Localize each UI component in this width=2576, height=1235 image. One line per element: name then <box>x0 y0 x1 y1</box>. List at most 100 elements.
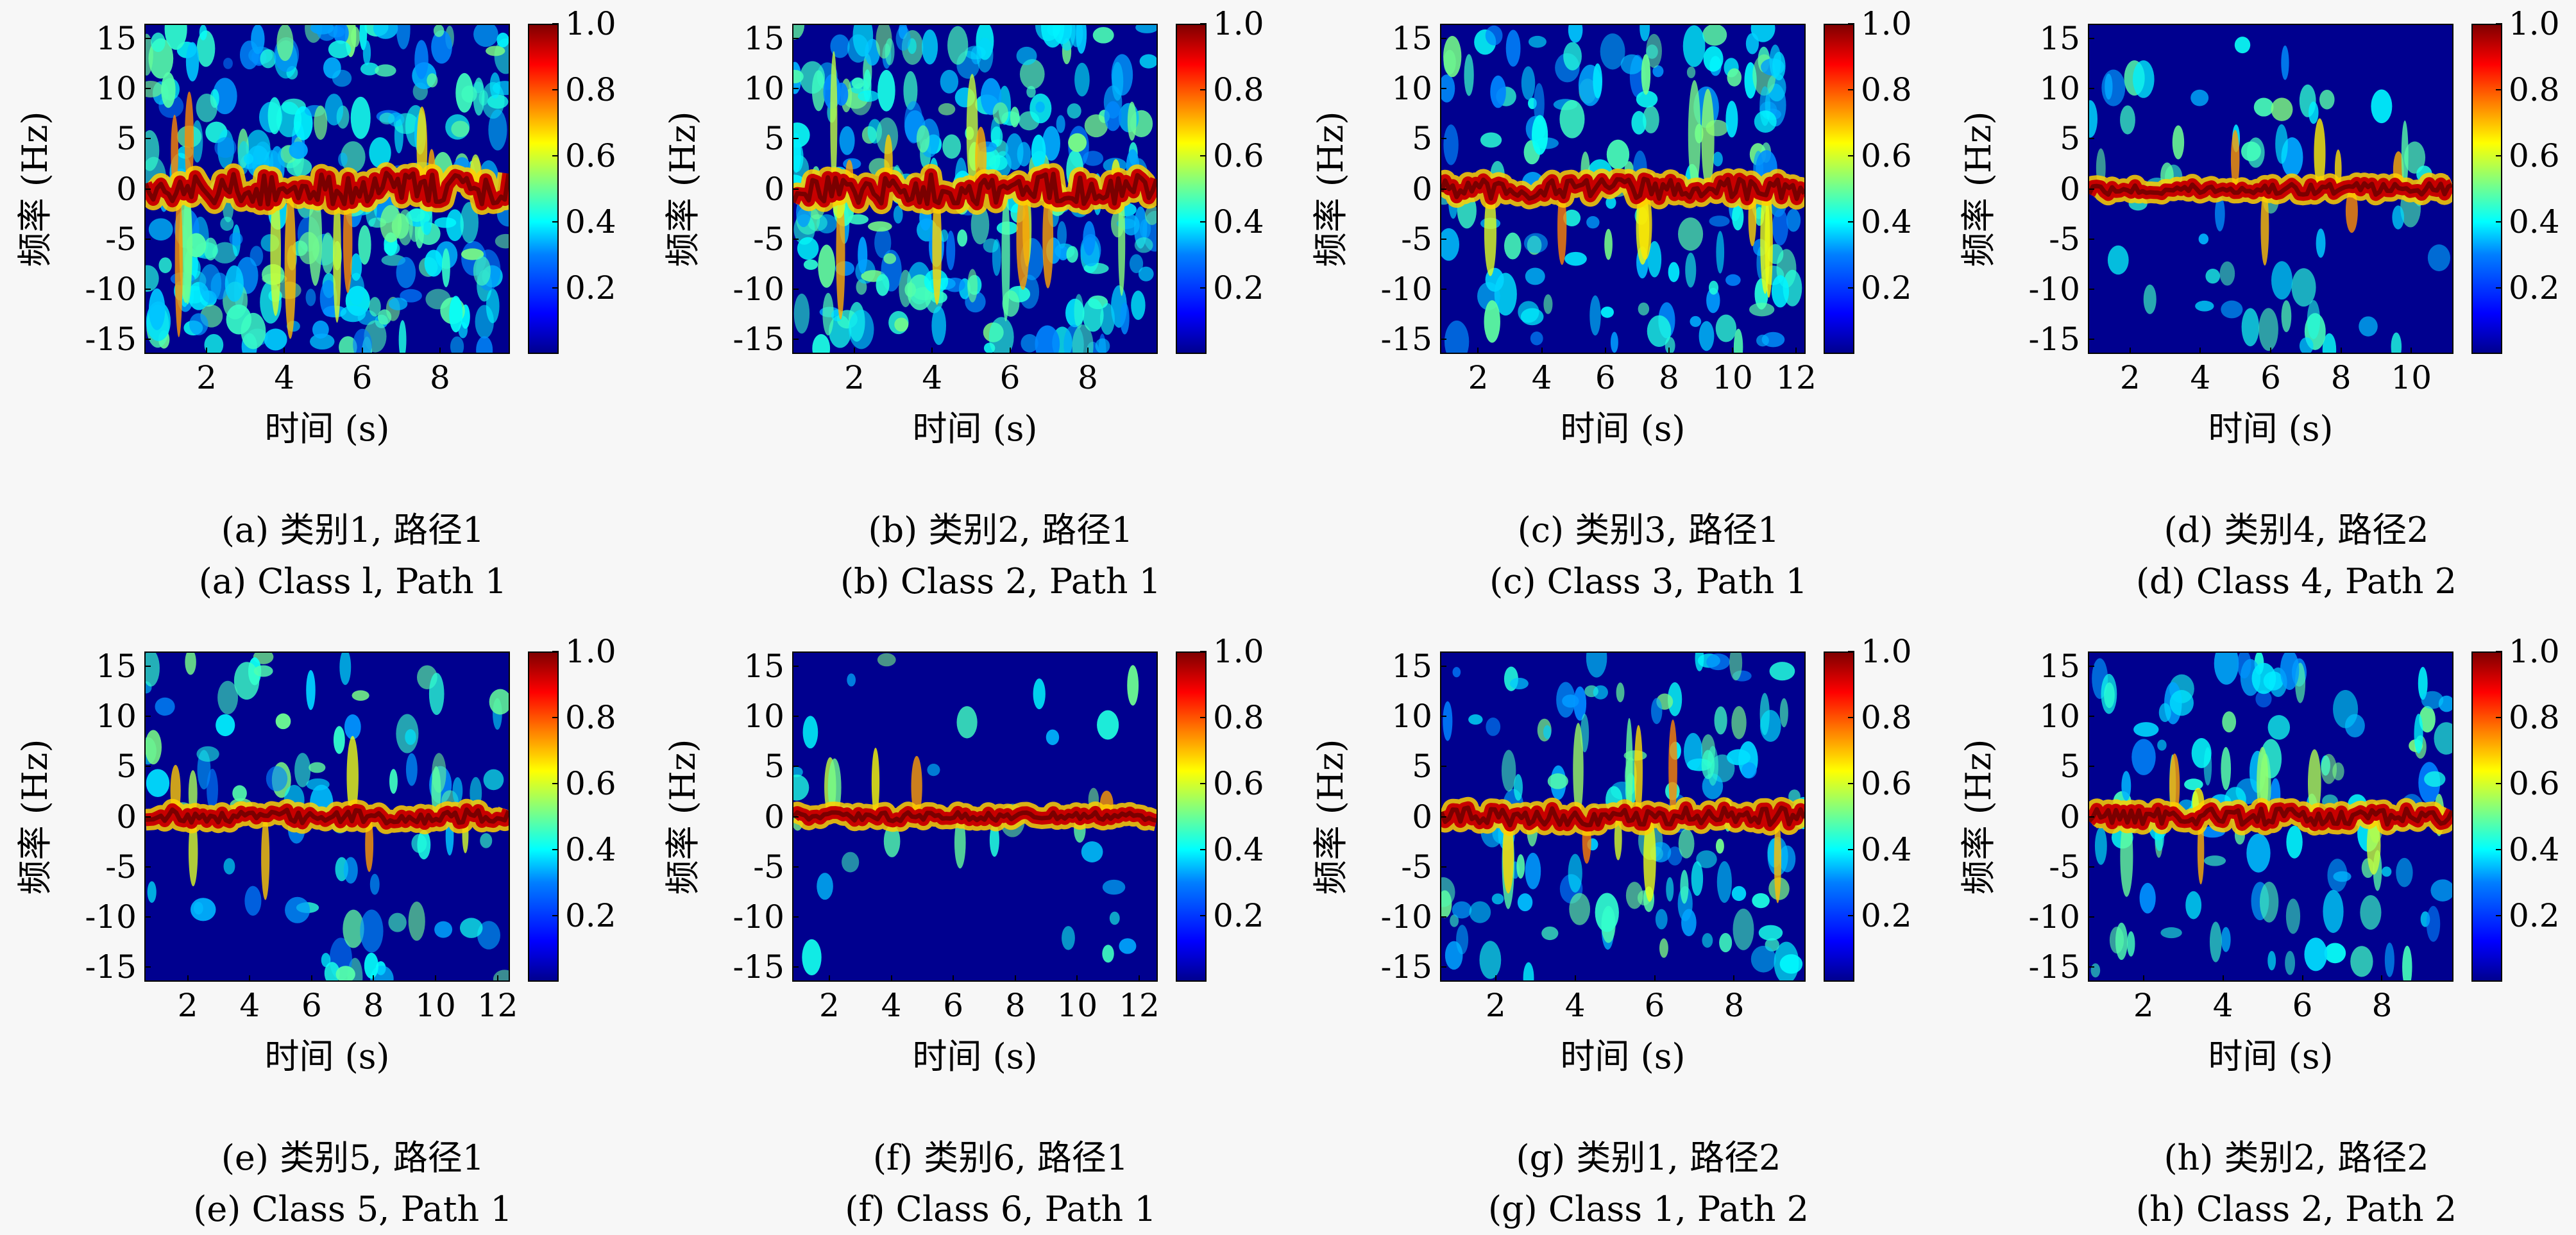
spectral-energy-blob <box>2241 308 2260 347</box>
colorbar-tick <box>552 155 559 156</box>
x-tick-label: 12 <box>1119 987 1160 1024</box>
spectral-energy-blob <box>1652 65 1664 78</box>
x-tick-label: 4 <box>274 359 295 396</box>
spectral-energy-blob <box>946 230 956 271</box>
spectral-energy-blob <box>903 71 918 110</box>
colorbar-tick <box>1200 155 1207 156</box>
spectral-energy-blob <box>1547 773 1568 789</box>
caption-english: (f) Class 6, Path 1 <box>845 1189 1157 1229</box>
spectral-energy-blob <box>473 25 498 47</box>
spectral-energy-blob <box>338 152 348 167</box>
spectral-energy-blob <box>427 73 438 88</box>
colorbar-tick-label: 0.6 <box>2509 765 2560 802</box>
spectral-energy-blob <box>847 673 856 687</box>
spectral-energy-blob <box>1109 911 1120 925</box>
spectral-energy-blob <box>883 825 901 857</box>
spectral-energy-blob <box>839 126 855 155</box>
y-tick-label: -5 <box>2049 220 2080 258</box>
spectral-energy-blob <box>1092 27 1114 44</box>
spectral-energy-blob <box>1706 287 1720 314</box>
caption-chinese: (f) 类别6, 路径1 <box>872 1138 1129 1178</box>
spectral-energy-blob <box>1620 54 1643 74</box>
spectral-energy-blob <box>876 117 899 155</box>
colorbar-tick-label: 1.0 <box>565 633 616 670</box>
spectral-energy-blob <box>2392 205 2405 230</box>
spectral-energy-blob <box>411 834 427 853</box>
spectral-energy-blob <box>388 297 408 310</box>
spectral-energy-blob <box>1563 209 1581 227</box>
spectral-energy-blob <box>350 96 371 139</box>
spectral-energy-blob <box>1523 962 1534 980</box>
y-tick-label: 10 <box>96 70 137 108</box>
x-tick <box>439 348 441 354</box>
y-tick <box>144 238 151 240</box>
spectral-energy-blob <box>358 225 371 265</box>
spectral-energy-blob <box>2382 866 2392 877</box>
spectral-energy-blob <box>2169 690 2194 716</box>
spectral-energy-blob <box>352 690 369 701</box>
colorbar-tick <box>2496 221 2502 223</box>
spectral-energy-blob <box>1659 938 1668 958</box>
x-tick-label: 4 <box>2190 359 2211 396</box>
colorbar-tick-label: 0.4 <box>2509 203 2560 240</box>
y-tick-label: -10 <box>1380 898 1432 936</box>
spectral-energy-blob <box>2241 141 2261 162</box>
spectral-energy-blob <box>992 239 1001 276</box>
y-tick <box>2088 338 2094 340</box>
spectrogram-image <box>1441 25 1804 353</box>
colorbar <box>2471 24 2502 354</box>
spectral-energy-blob <box>2157 739 2167 751</box>
colorbar-tick-label: 0.4 <box>1213 203 1264 240</box>
spectral-energy-blob <box>1646 33 1662 68</box>
y-tick-label: -10 <box>2028 898 2080 936</box>
spectral-energy-blob <box>310 25 334 35</box>
spectral-energy-blob <box>1484 300 1500 343</box>
spectral-energy-blob <box>476 336 493 353</box>
spectral-energy-blob <box>1046 729 1060 745</box>
spectral-energy-blob <box>1441 877 1455 907</box>
x-tick-label: 8 <box>1658 359 1679 396</box>
doppler-streak <box>174 189 183 337</box>
y-tick <box>792 916 799 918</box>
colorbar-tick-label: 1.0 <box>1861 633 1912 670</box>
doppler-streak <box>431 766 441 817</box>
y-axis-label: 频率 (Hz) <box>15 111 55 267</box>
spectral-energy-blob <box>877 653 896 667</box>
doppler-streak <box>188 816 198 887</box>
colorbar-tick <box>2496 89 2502 90</box>
colorbar-tick <box>1848 783 1854 784</box>
y-tick-label: -5 <box>753 220 784 258</box>
spectral-energy-blob <box>191 120 203 163</box>
spectral-energy-blob <box>1682 25 1706 67</box>
colorbar-tick <box>1200 23 1207 24</box>
spectral-energy-blob <box>2291 268 2316 307</box>
x-tick <box>206 348 208 354</box>
spectral-energy-blob <box>1593 685 1608 700</box>
colorbar-tick-label: 0.2 <box>1861 897 1912 934</box>
spectral-energy-blob <box>214 137 237 158</box>
caption-english: (b) Class 2, Path 1 <box>840 561 1162 601</box>
colorbar-tick-label: 0.4 <box>1861 203 1912 240</box>
spectral-energy-blob <box>1752 893 1770 909</box>
x-tick <box>187 975 189 982</box>
colorbar-tick-label: 0.2 <box>1861 269 1912 307</box>
spectral-energy-blob <box>1706 653 1730 671</box>
spectral-energy-blob <box>212 78 237 115</box>
spectral-energy-blob <box>1062 926 1075 950</box>
doppler-streak <box>1668 719 1677 817</box>
ridge-core <box>146 807 509 826</box>
y-axis-label: 频率 (Hz) <box>15 739 55 895</box>
spectral-energy-blob <box>455 72 473 113</box>
spectral-energy-blob <box>1604 228 1613 260</box>
spectral-energy-blob <box>1095 338 1110 353</box>
spectral-energy-blob <box>802 939 822 976</box>
x-axis-label: 时间 (s) <box>2208 408 2334 449</box>
spectral-energy-blob <box>967 269 978 303</box>
spectral-energy-blob <box>799 61 826 94</box>
spectral-energy-blob <box>1668 262 1680 282</box>
spectral-energy-blob <box>1655 909 1668 930</box>
spectral-energy-blob <box>2209 921 2222 962</box>
y-tick <box>792 766 799 768</box>
spectral-energy-blob <box>1754 110 1777 133</box>
spectral-energy-blob <box>830 34 850 58</box>
